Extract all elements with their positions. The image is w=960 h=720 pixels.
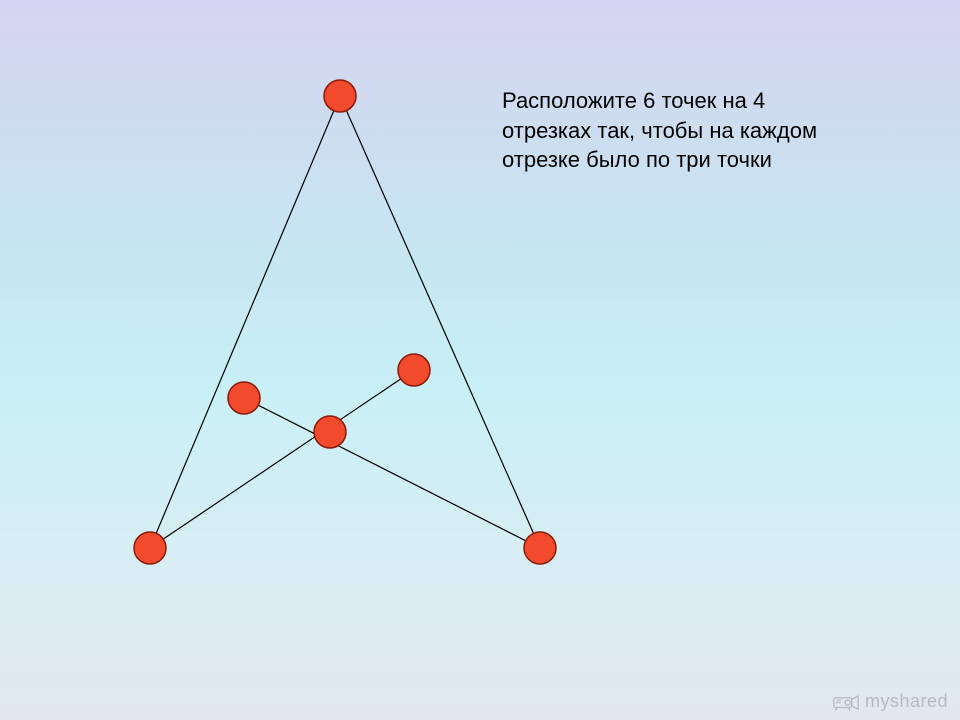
nodes-layer: [134, 80, 556, 564]
edge-botR-midL: [244, 398, 540, 548]
node-midR: [398, 354, 430, 386]
watermark-text: myshared: [865, 691, 948, 712]
node-botL: [134, 532, 166, 564]
node-center: [314, 416, 346, 448]
node-botR: [524, 532, 556, 564]
watermark: myshared: [833, 690, 948, 712]
node-top: [324, 80, 356, 112]
projector-icon: [833, 690, 859, 712]
edge-botL-midR: [150, 370, 414, 548]
problem-text: Расположите 6 точек на 4 отрезках так, ч…: [502, 86, 817, 175]
node-midL: [228, 382, 260, 414]
edge-top-botL: [150, 96, 340, 548]
edges-layer: [150, 96, 540, 548]
slide: Расположите 6 точек на 4 отрезках так, ч…: [0, 0, 960, 720]
